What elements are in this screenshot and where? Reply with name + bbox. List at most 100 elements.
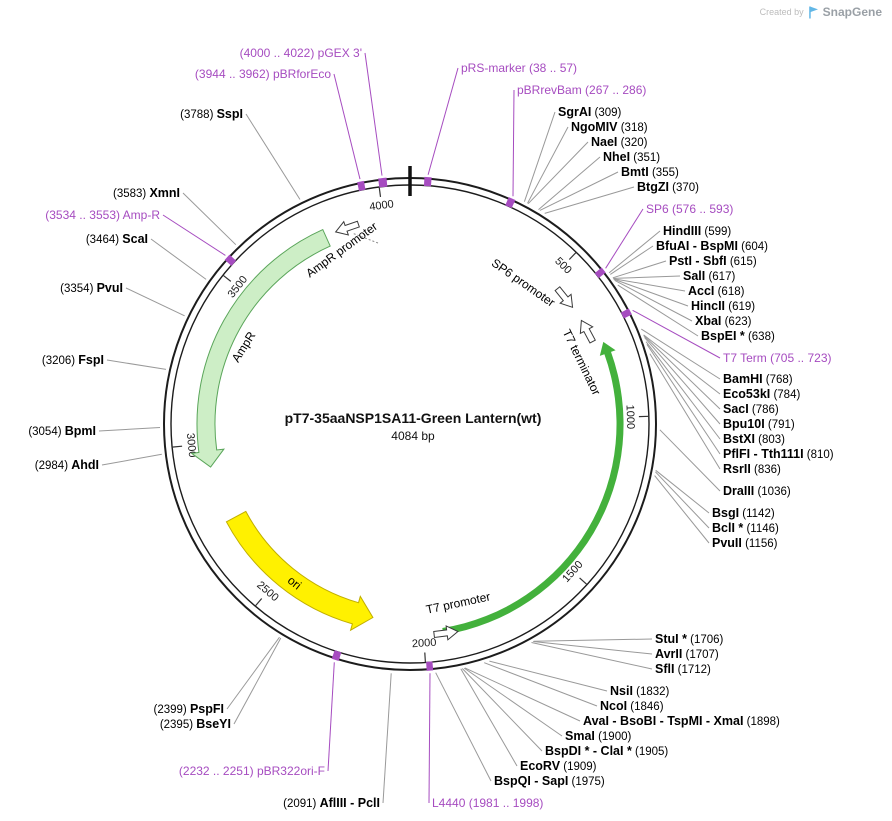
site-label-avrii[interactable]: AvrII (1707) — [655, 647, 719, 661]
leader-pbrforeco — [333, 73, 361, 180]
site-label-bsgi[interactable]: BsgI (1142) — [712, 506, 775, 520]
site-label-psti-sbfi[interactable]: PstI - SbfI (615) — [669, 254, 757, 268]
leader-naei — [527, 141, 589, 205]
site-label-t7-term[interactable]: T7 Term (705 .. 723) — [723, 351, 832, 365]
site-label-sp6[interactable]: SP6 (576 .. 593) — [646, 202, 733, 216]
site-label-sfli[interactable]: SflI (1712) — [655, 662, 711, 676]
primer-mark-pgex-3[interactable] — [378, 177, 388, 188]
site-label-acci[interactable]: AccI (618) — [688, 284, 745, 298]
ampr-promoter-connector — [351, 232, 379, 244]
site-label-hindiii[interactable]: HindIII (599) — [663, 224, 731, 238]
site-label-nhei[interactable]: NheI (351) — [603, 150, 660, 164]
t7-promoter-arrow[interactable] — [433, 625, 459, 642]
site-label-bpmi[interactable]: (3054) BpmI — [28, 424, 96, 438]
scale-tick-1500 — [579, 577, 588, 586]
site-label-bspei[interactable]: BspEI * (638) — [701, 329, 775, 343]
site-label-bstxi[interactable]: BstXI (803) — [723, 432, 785, 446]
site-label-xbai[interactable]: XbaI (623) — [695, 314, 752, 328]
site-label-pspfi[interactable]: (2399) PspFI — [154, 702, 224, 716]
site-label-l4440[interactable]: L4440 (1981 .. 1998) — [432, 796, 543, 810]
leader-psti-sbfi — [612, 260, 667, 279]
sp6-promoter-arrow[interactable] — [552, 284, 578, 311]
primer-mark-t7-term[interactable] — [620, 308, 632, 319]
site-label-pbr322ori-f[interactable]: (2232 .. 2251) pBR322ori-F — [179, 764, 325, 778]
site-label-ncoi[interactable]: NcoI (1846) — [600, 699, 664, 713]
site-label-bamhi[interactable]: BamHI (768) — [723, 372, 793, 386]
t7-terminator-arrow[interactable] — [575, 317, 599, 345]
site-label-pbrforeco[interactable]: (3944 .. 3962) pBRforEco — [195, 67, 331, 81]
ampr-promoter-arrow[interactable] — [333, 217, 360, 238]
primer-mark-pbrforeco[interactable] — [357, 180, 366, 192]
site-label-pvuii[interactable]: PvuII (1156) — [712, 536, 778, 550]
site-label-bspqi-sapi[interactable]: BspQI - SapI (1975) — [494, 774, 605, 788]
site-label-amp-r[interactable]: (3534 .. 3553) Amp-R — [45, 208, 160, 222]
leader-bpu10i — [644, 337, 721, 425]
primer-mark-amp-r[interactable] — [224, 254, 237, 266]
site-label-hincii[interactable]: HincII (619) — [691, 299, 755, 313]
site-label-bcli[interactable]: BclI * (1146) — [712, 521, 779, 535]
leader-bamhi — [641, 328, 721, 380]
primer-mark-pbrrevbam[interactable] — [505, 197, 516, 209]
site-label-sali[interactable]: SalI (617) — [683, 269, 735, 283]
site-label-bpu10i[interactable]: Bpu10I (791) — [723, 417, 795, 431]
site-label-afliii-pcli[interactable]: (2091) AflIII - PclI — [283, 796, 380, 810]
site-label-bmti[interactable]: BmtI (355) — [621, 165, 679, 179]
scale-label-1000: 1000 — [623, 404, 636, 429]
site-label-scai[interactable]: (3464) ScaI — [86, 232, 148, 246]
site-label-bseyi[interactable]: (2395) BseYI — [160, 717, 231, 731]
sp6-promoter-label[interactable]: SP6 promoter — [489, 256, 558, 310]
site-label-prs-marker[interactable]: pRS-marker (38 .. 57) — [461, 61, 577, 75]
primer-mark-l4440[interactable] — [426, 661, 434, 671]
site-label-smai[interactable]: SmaI (1900) — [565, 729, 631, 743]
leader-bcli — [655, 471, 710, 529]
site-label-ecorv[interactable]: EcoRV (1909) — [520, 759, 597, 773]
leader-pgex-3 — [364, 52, 383, 176]
leader-acci — [613, 278, 686, 292]
site-label-xmni[interactable]: (3583) XmnI — [113, 186, 180, 200]
leader-prs-marker — [427, 67, 459, 175]
feature-ampr[interactable] — [190, 228, 331, 468]
feature-ori[interactable] — [225, 510, 374, 632]
snapgene-brand: SnapGene — [822, 5, 882, 19]
leader-l4440 — [428, 673, 431, 804]
primer-mark-sp6[interactable] — [594, 267, 606, 279]
leader-bmti — [539, 171, 619, 211]
site-label-saci[interactable]: SacI (786) — [723, 402, 779, 416]
leader-bspei — [617, 284, 699, 337]
site-label-sspi[interactable]: (3788) SspI — [180, 107, 243, 121]
site-label-sgrai[interactable]: SgrAI (309) — [558, 105, 622, 119]
site-label-ahdi[interactable]: (2984) AhdI — [35, 458, 99, 472]
leader-pvuii — [654, 475, 710, 544]
t7-terminator-label[interactable]: T7 terminator — [560, 327, 604, 397]
site-label-bspdi-clai[interactable]: BspDI * - ClaI * (1905) — [545, 744, 668, 758]
scale-tick-2500 — [254, 598, 263, 607]
leader-nsii — [489, 660, 608, 692]
site-label-stui[interactable]: StuI * (1706) — [655, 632, 724, 646]
site-label-ngomiv[interactable]: NgoMIV (318) — [571, 120, 648, 134]
leader-avrii — [533, 641, 653, 655]
site-label-pflfi-tth111i[interactable]: PflFI - Tth111I (810) — [723, 447, 834, 461]
leader-smai — [463, 667, 563, 737]
primer-mark-pbr322ori-f[interactable] — [331, 650, 342, 662]
leader-bstxi — [645, 341, 721, 440]
site-label-draiii[interactable]: DraIII (1036) — [723, 484, 791, 498]
site-label-avai-bsobi-tspmi-xmai[interactable]: AvaI - BsoBI - TspMI - XmaI (1898) — [583, 714, 780, 728]
site-label-fspi[interactable]: (3206) FspI — [42, 353, 104, 367]
t7-promoter-label[interactable]: T7 promoter — [425, 589, 492, 616]
scale-tick-500 — [568, 251, 577, 260]
site-label-bfuai-bspmi[interactable]: BfuAI - BspMI (604) — [656, 239, 768, 253]
site-label-eco53ki[interactable]: Eco53kI (784) — [723, 387, 800, 401]
site-label-rsrii[interactable]: RsrII (836) — [723, 462, 781, 476]
site-label-btgzi[interactable]: BtgZI (370) — [637, 180, 699, 194]
scale-tick-4000 — [378, 186, 382, 197]
site-label-pgex-3[interactable]: (4000 .. 4022) pGEX 3' — [240, 46, 362, 60]
site-label-pbrrevbam[interactable]: pBRrevBam (267 .. 286) — [517, 83, 646, 97]
site-label-pvui[interactable]: (3354) PvuI — [60, 281, 123, 295]
primer-mark-prs-marker[interactable] — [423, 176, 432, 187]
leader-pspfi — [226, 636, 280, 710]
leader-afliii-pcli — [382, 673, 392, 804]
site-label-nsii[interactable]: NsiI (1832) — [610, 684, 670, 698]
site-label-naei[interactable]: NaeI (320) — [591, 135, 648, 149]
